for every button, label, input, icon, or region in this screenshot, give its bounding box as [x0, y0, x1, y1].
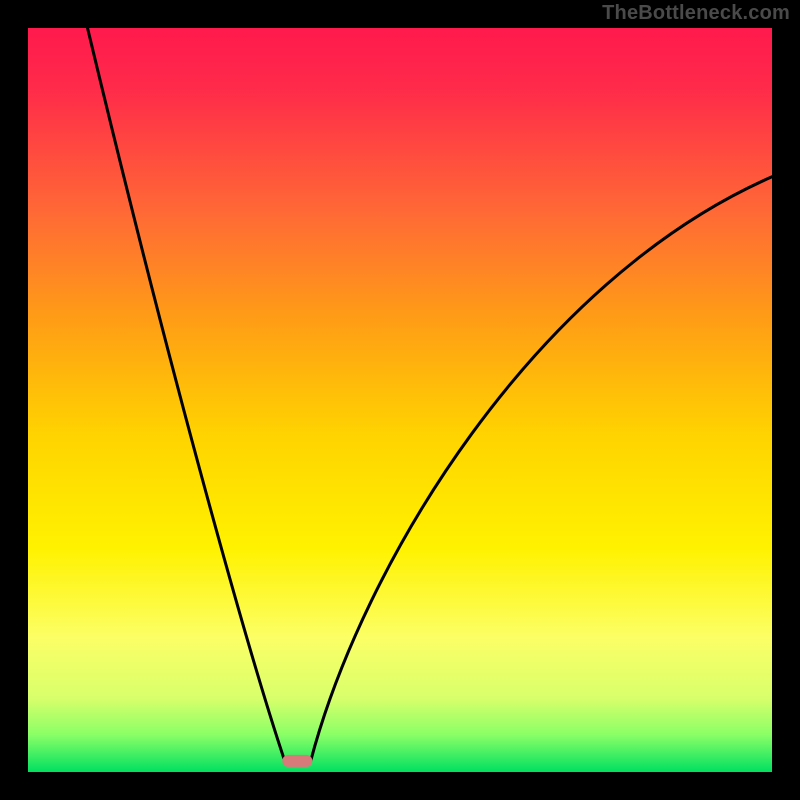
chart-background	[28, 28, 772, 772]
watermark-text: TheBottleneck.com	[602, 2, 790, 25]
optimal-marker	[282, 755, 312, 767]
bottleneck-chart	[0, 0, 800, 800]
